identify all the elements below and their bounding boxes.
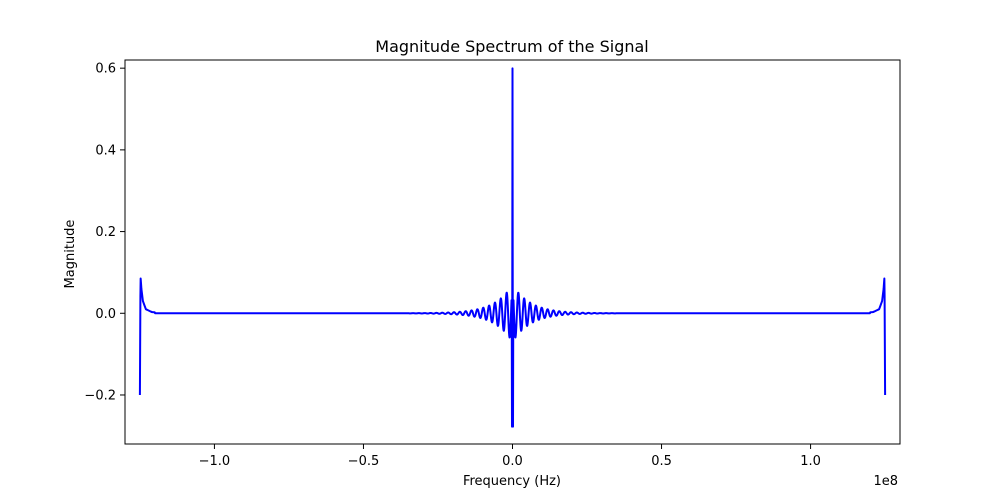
y-tick-label: 0.2 <box>95 225 116 240</box>
y-tick-label: 0.0 <box>95 307 116 322</box>
chart-title: Magnitude Spectrum of the Signal <box>375 37 648 56</box>
x-tick-label: −0.5 <box>348 454 380 469</box>
x-tick-label: 0.5 <box>651 454 672 469</box>
y-tick-label: 0.6 <box>95 62 116 77</box>
x-tick-label: −1.0 <box>199 454 231 469</box>
spectrum-series-line <box>138 67 887 428</box>
x-axis-label: Frequency (Hz) <box>463 474 561 489</box>
x-tick-label: 0.0 <box>502 454 523 469</box>
x-scale-offset-label: 1e8 <box>873 474 898 489</box>
y-axis-ticks: −0.2 0.0 0.2 0.4 0.6 <box>84 62 125 403</box>
x-tick-label: 1.0 <box>800 454 821 469</box>
plot-area <box>138 67 887 428</box>
y-axis-label: Magnitude <box>63 220 78 289</box>
x-axis-ticks: −1.0 −0.5 0.0 0.5 1.0 <box>199 444 821 469</box>
y-tick-label: −0.2 <box>84 388 116 403</box>
y-tick-label: 0.4 <box>95 143 116 158</box>
